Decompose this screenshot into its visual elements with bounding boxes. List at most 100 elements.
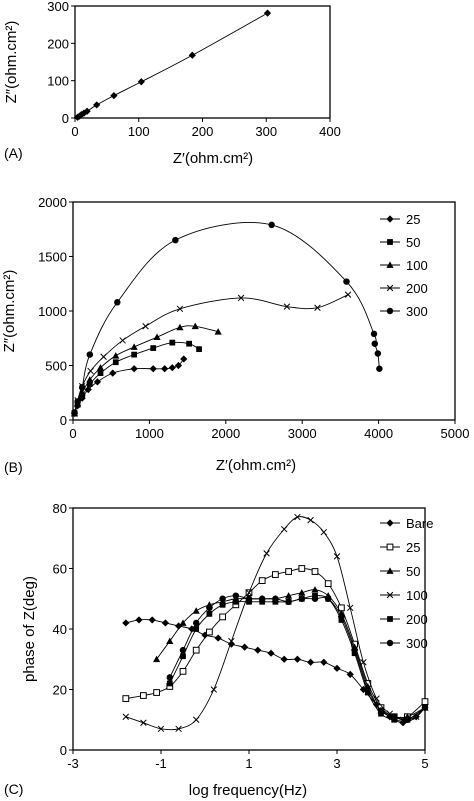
data-point (112, 359, 119, 366)
data-point (320, 528, 328, 536)
x-tick-label: 5 (421, 756, 428, 771)
data-point (219, 613, 226, 621)
data-point (285, 592, 293, 599)
data-point (351, 646, 358, 654)
data-point (272, 595, 279, 602)
data-point (399, 719, 407, 727)
data-point (109, 369, 117, 377)
legend-label: 100 (406, 588, 428, 603)
x-tick-label: 3 (333, 756, 340, 771)
data-point (280, 655, 288, 663)
legend-label: 100 (406, 258, 428, 273)
data-point (263, 9, 272, 17)
y-tick-label: 80 (53, 501, 67, 516)
data-point (285, 568, 292, 575)
y-axis-label: Z″(ohm.cm²) (3, 21, 20, 104)
x-tick-label: 0 (69, 426, 76, 441)
data-point (412, 713, 420, 720)
data-point (174, 361, 183, 370)
data-point (180, 653, 186, 660)
data-point (157, 725, 165, 733)
data-point (258, 595, 266, 602)
x-tick-label: 1000 (135, 426, 164, 441)
data-point (196, 346, 202, 353)
data-point (86, 376, 94, 383)
legend-marker (386, 591, 394, 599)
series-line (77, 12, 268, 118)
data-point (206, 628, 213, 636)
x-tick-label: 100 (128, 124, 150, 139)
data-point (324, 595, 332, 602)
y-tick-label: 0 (62, 111, 69, 126)
legend-label: 25 (406, 540, 420, 555)
data-point (78, 384, 86, 391)
data-point (142, 323, 149, 330)
data-point (130, 343, 138, 350)
chart-panel-b: 0 1000 2000 3000 4000 5000 0 500 1000 1500 2000 Z′(… (1, 195, 469, 475)
y-tick-label: 500 (45, 359, 67, 374)
data-point (228, 637, 235, 645)
data-point (245, 589, 253, 596)
data-point (100, 353, 107, 361)
data-point (140, 719, 147, 727)
y-tick-label: 20 (53, 683, 67, 698)
data-point (258, 577, 266, 584)
data-point (169, 339, 176, 346)
data-point (298, 565, 306, 572)
data-point (93, 378, 102, 386)
x-tick-label: -1 (155, 756, 167, 771)
legend-marker (386, 284, 394, 292)
data-point (110, 92, 118, 100)
legend-marker (386, 567, 394, 574)
data-point (135, 616, 143, 624)
data-point (179, 646, 187, 654)
x-tick-label: 400 (319, 124, 341, 139)
data-point (311, 595, 319, 602)
data-point (285, 598, 292, 606)
series-200 (71, 291, 352, 417)
data-point (421, 698, 429, 705)
y-tick-label: 1000 (38, 304, 67, 319)
data-point (112, 352, 120, 359)
x-tick-label: 0 (71, 124, 78, 139)
series-300 (166, 592, 429, 723)
data-point (307, 658, 315, 666)
data-point (320, 658, 328, 666)
data-point (263, 550, 270, 557)
y-tick-label: 0 (60, 743, 67, 758)
data-point (206, 610, 213, 617)
data-point (344, 291, 352, 298)
data-point (219, 595, 226, 602)
data-point (245, 595, 253, 602)
data-point (176, 305, 184, 313)
data-point (267, 649, 275, 657)
data-point (191, 322, 199, 330)
data-point (86, 351, 94, 358)
data-point (86, 381, 93, 387)
series-300 (71, 221, 383, 416)
data-point (210, 686, 218, 693)
chart-panel-a: 0 100 200 300 4000100200300Z′(ohm.cm²)Z″(ohm… (3, 0, 341, 167)
data-point (79, 393, 86, 399)
data-point (373, 695, 380, 702)
data-point (179, 667, 187, 675)
panel-label: (C) (4, 781, 23, 797)
data-point (280, 525, 288, 533)
data-point (390, 713, 398, 720)
legend-label: 200 (406, 281, 428, 296)
data-point (338, 613, 345, 621)
series-line (74, 222, 380, 413)
data-point (192, 646, 200, 654)
data-point (161, 365, 169, 373)
data-point (161, 619, 169, 627)
legend-marker (386, 261, 394, 268)
data-point (311, 568, 319, 575)
legend-marker (386, 543, 394, 551)
data-point (193, 626, 200, 632)
data-point (153, 333, 161, 341)
series-100 (70, 322, 222, 417)
y-axis-label: Z″(ohm.cm²) (1, 270, 18, 353)
data-point (186, 340, 193, 347)
